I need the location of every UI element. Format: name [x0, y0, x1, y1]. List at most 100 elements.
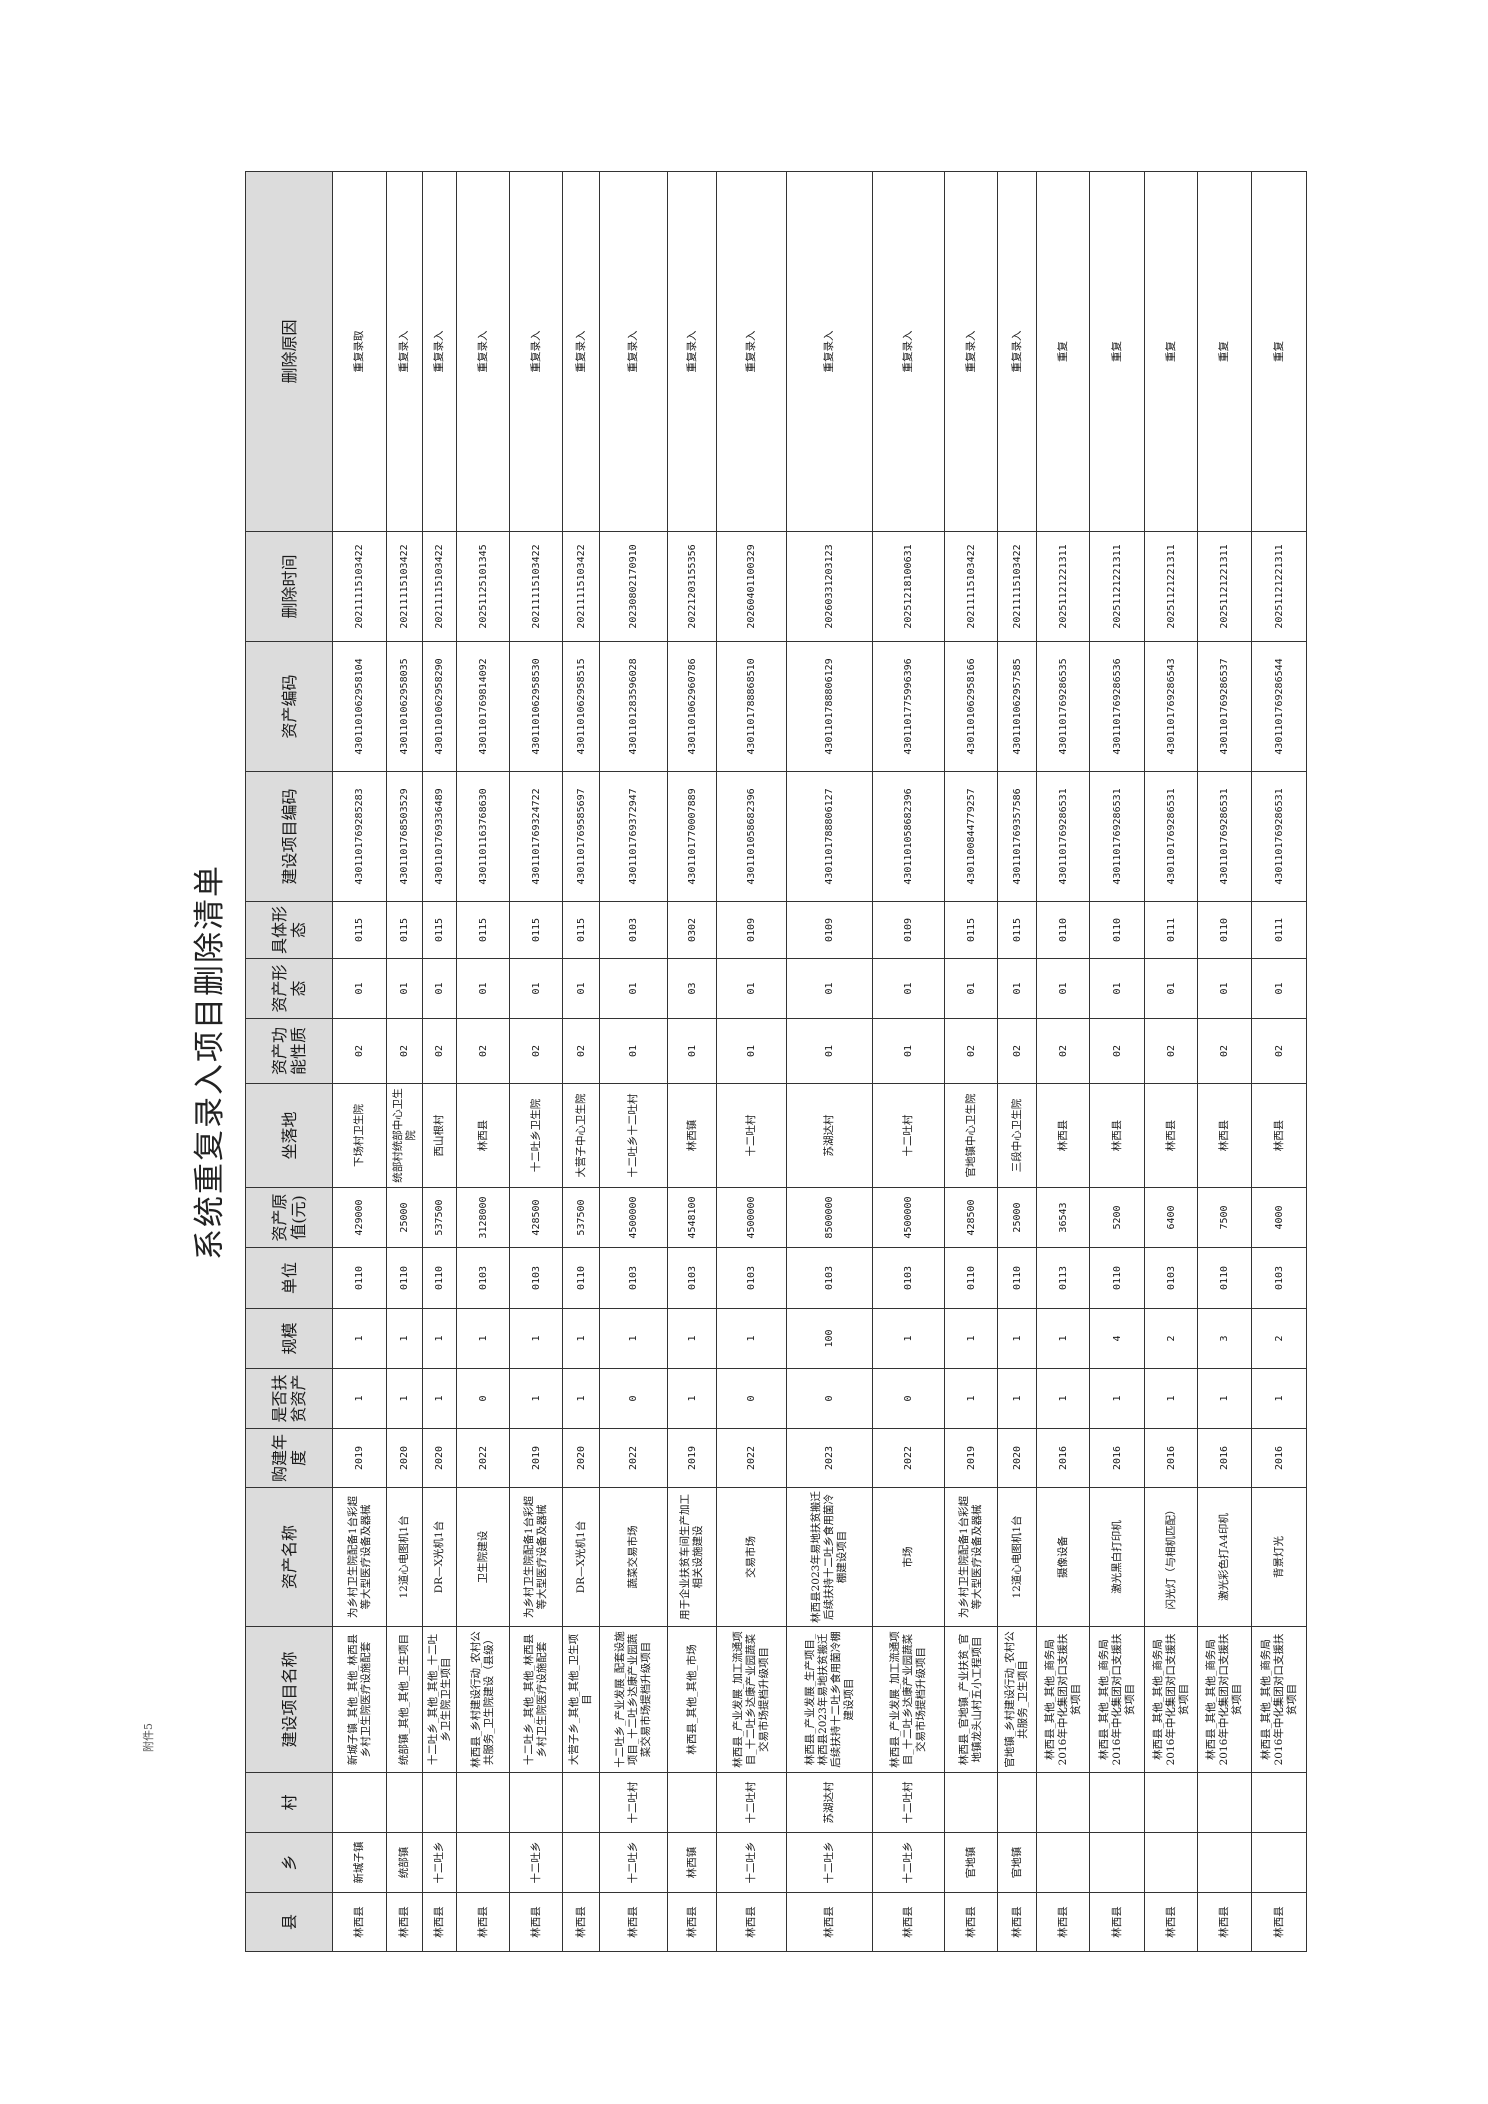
cell-delete-time: 20211115103422 — [944, 531, 998, 642]
cell-build-year: 2019 — [667, 1428, 717, 1488]
header-build-year: 购建年度 — [245, 1428, 333, 1488]
cell-project-name: 林西县_其他_其他_商务局2016年中化集团对口支援扶贫项目 — [1036, 1626, 1090, 1773]
cell-specific-form: 0115 — [332, 901, 387, 959]
cell-project-code: 4301101769372947 — [599, 771, 668, 902]
cell-asset-name: 为乡村卫生院配备1台彩超等大型医疗设备及器械 — [332, 1487, 387, 1627]
cell-asset-form: 01 — [1144, 958, 1198, 1019]
cell-original-value: 428500 — [944, 1187, 998, 1248]
cell-poverty-asset: 0 — [786, 1368, 873, 1429]
cell-poverty-asset: 1 — [1251, 1368, 1307, 1429]
cell-unit: 0110 — [562, 1247, 600, 1309]
cell-delete-time: 20211115103422 — [332, 531, 387, 642]
cell-asset-form: 01 — [386, 958, 423, 1019]
cell-delete-reason: 重复录入 — [944, 171, 998, 532]
table-row: 林西县 新城子镇 新城子镇_其他_其他_林西县乡村卫生院医疗设施配套 为乡村卫生院配备… — [332, 171, 387, 1952]
cell-asset-name: 为乡村卫生院配备1台彩超等大型医疗设备及器械 — [944, 1487, 998, 1627]
cell-location: 下场村卫生院 — [332, 1083, 387, 1188]
cell-project-code: 4301101769585697 — [562, 771, 600, 902]
header-delete-reason: 删除原因 — [245, 171, 333, 532]
cell-county: 林西县 — [456, 1892, 510, 1952]
cell-scale: 100 — [786, 1308, 873, 1369]
cell-delete-time: 20251121221311 — [1144, 531, 1198, 642]
cell-delete-reason: 重复录入 — [716, 171, 787, 532]
cell-specific-form: 0302 — [667, 901, 717, 959]
cell-asset-code: 4301101062958290 — [422, 641, 457, 772]
cell-delete-time: 20251121221311 — [1197, 531, 1252, 642]
cell-village — [944, 1772, 998, 1833]
cell-specific-form: 0115 — [562, 901, 600, 959]
cell-original-value: 36543 — [1036, 1187, 1090, 1248]
cell-asset-form: 01 — [456, 958, 510, 1019]
cell-project-name: 林西县_其他_其他_商务局2016年中化集团对口支援扶贫项目 — [1089, 1626, 1145, 1773]
cell-scale: 2 — [1251, 1308, 1307, 1369]
table-row: 林西县 林西县_其他_其他_商务局2016年中化集团对口支援扶贫项目 闪光灯（与相机… — [1144, 171, 1198, 1952]
cell-delete-reason: 重复录入 — [997, 171, 1037, 532]
cell-county: 林西县 — [997, 1892, 1037, 1952]
cell-county: 林西县 — [786, 1892, 873, 1952]
header-row: 县乡村建设项目名称 资产名称 购建年度 是否扶贫资产 规模 单位 资产原值(元) 坐落地 资产功… — [245, 171, 333, 1952]
cell-original-value: 25000 — [386, 1187, 423, 1248]
cell-function-nature: 02 — [1144, 1018, 1198, 1084]
cell-scale: 1 — [332, 1308, 387, 1369]
cell-location: 十二吐乡卫生院 — [509, 1083, 563, 1188]
table-row: 林西县 官地镇 林西县_官地镇_产业扶贫_官地镇龙头山村五小工程项目 为乡村卫生院配备… — [944, 171, 998, 1952]
cell-delete-reason: 重复 — [1144, 171, 1198, 532]
cell-build-year: 2016 — [1036, 1428, 1090, 1488]
cell-project-name: 统部镇_其他_其他_卫生项目 — [386, 1626, 423, 1773]
cell-location: 西山根村 — [422, 1083, 457, 1188]
cell-delete-reason: 重复 — [1251, 171, 1307, 532]
cell-original-value: 7500 — [1197, 1187, 1252, 1248]
cell-location: 林西镇 — [667, 1083, 717, 1188]
cell-asset-code: 4301101788868510 — [716, 641, 787, 772]
cell-unit: 0110 — [386, 1247, 423, 1309]
cell-location: 十二吐村 — [716, 1083, 787, 1188]
cell-location: 林西县 — [456, 1083, 510, 1188]
page-title: 系统重复录入项目删除清单 — [192, 864, 228, 1260]
cell-asset-name: 用于企业扶贫车间生产加工相关设施建设 — [667, 1487, 717, 1627]
cell-delete-time: 20251218100631 — [872, 531, 945, 642]
cell-village — [422, 1772, 457, 1833]
cell-original-value: 4500000 — [599, 1187, 668, 1248]
cell-build-year: 2022 — [599, 1428, 668, 1488]
cell-build-year: 2020 — [997, 1428, 1037, 1488]
cell-asset-code: 4301101769286544 — [1251, 641, 1307, 772]
cell-county: 林西县 — [1089, 1892, 1145, 1952]
attachment-label: 附件5 — [142, 1723, 155, 1752]
cell-delete-reason: 重复 — [1036, 171, 1090, 532]
cell-project-code: 4301101768503529 — [386, 771, 423, 902]
cell-project-name: 林西县_其他_其他_商务局2016年中化集团对口支援扶贫项目 — [1197, 1626, 1252, 1773]
cell-project-code: 4301101769286531 — [1036, 771, 1090, 902]
cell-function-nature: 02 — [509, 1018, 563, 1084]
cell-original-value: 537500 — [562, 1187, 600, 1248]
cell-village: 十二吐村 — [716, 1772, 787, 1833]
cell-asset-form: 01 — [332, 958, 387, 1019]
cell-project-name: 林西县_产业发展_加工流通项目_十二吐乡达康产业园蔬菜交易市场提档升级项目 — [716, 1626, 787, 1773]
cell-location: 统部村统部中心卫生院 — [386, 1083, 423, 1188]
cell-township: 官地镇 — [944, 1832, 998, 1893]
cell-scale: 1 — [456, 1308, 510, 1369]
cell-location: 林西县 — [1197, 1083, 1252, 1188]
cell-delete-time: 20211115103422 — [509, 531, 563, 642]
cell-unit: 0103 — [786, 1247, 873, 1309]
cell-county: 林西县 — [422, 1892, 457, 1952]
cell-asset-name: DR—X光机1台 — [562, 1487, 600, 1627]
cell-county: 林西县 — [667, 1892, 717, 1952]
cell-poverty-asset: 1 — [332, 1368, 387, 1429]
cell-poverty-asset: 1 — [1144, 1368, 1198, 1429]
cell-unit: 0103 — [872, 1247, 945, 1309]
cell-asset-form: 01 — [1197, 958, 1252, 1019]
cell-township — [1251, 1832, 1307, 1893]
cell-project-name: 林西县_其他_其他_商务局2016年中化集团对口支援扶贫项目 — [1251, 1626, 1307, 1773]
cell-project-name: 林西县_乡村建设行动_农村公共服务_卫生院建设（县级） — [456, 1626, 510, 1773]
cell-delete-time: 20211115103422 — [562, 531, 600, 642]
cell-original-value: 8500000 — [786, 1187, 873, 1248]
cell-asset-form: 01 — [1251, 958, 1307, 1019]
cell-county: 林西县 — [332, 1892, 387, 1952]
cell-project-code: 4301101058682396 — [716, 771, 787, 902]
cell-village — [332, 1772, 387, 1833]
cell-project-name: 十二吐乡_产业发展_配套设施项目_十二吐乡达康产业园蔬菜交易市场提档升级项目 — [599, 1626, 668, 1773]
header-township: 乡 — [245, 1832, 333, 1893]
cell-township — [1197, 1832, 1252, 1893]
cell-delete-time: 20211115103422 — [386, 531, 423, 642]
cell-project-code: 4301101770007889 — [667, 771, 717, 902]
